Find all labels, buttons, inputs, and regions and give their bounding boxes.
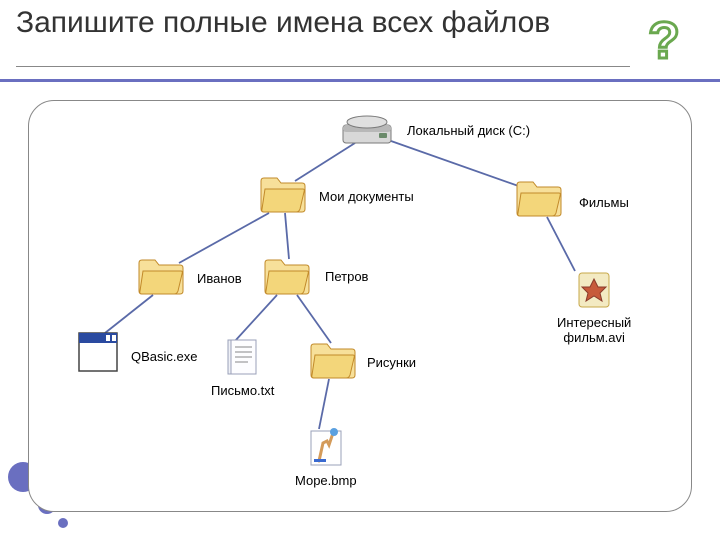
node-label: Иванов — [197, 271, 242, 286]
node-root — [339, 111, 395, 147]
node-label: QBasic.exe — [131, 349, 197, 364]
node-petrov — [263, 257, 311, 297]
node-label: Фильмы — [579, 195, 629, 210]
node-ivanov — [137, 257, 185, 297]
node-letter: Письмо.txt — [211, 337, 274, 398]
diagram-canvas: Локальный диск (C:) Мои документы Фильмы… — [29, 101, 691, 511]
text-file-icon — [222, 337, 264, 379]
label-ivanov: Иванов — [191, 271, 242, 286]
folder-icon — [515, 179, 563, 219]
folder-icon — [137, 257, 185, 297]
label-petrov: Петров — [319, 269, 368, 284]
bitmap-file-icon — [305, 427, 347, 469]
page-title: Запишите полные имена всех файлов — [16, 6, 704, 41]
node-label: Интересный фильм.avi — [557, 315, 631, 345]
node-label: Рисунки — [367, 355, 416, 370]
app-icon — [77, 331, 119, 373]
node-films — [515, 179, 563, 219]
node-movie: Интересный фильм.avi — [557, 269, 631, 345]
label-docs: Мои документы — [313, 189, 414, 204]
label-films: Фильмы — [573, 195, 629, 210]
disk-icon — [339, 111, 395, 147]
decor-bubble — [58, 518, 68, 528]
node-label: Петров — [325, 269, 368, 284]
diagram-frame: Локальный диск (C:) Мои документы Фильмы… — [28, 100, 692, 512]
node-docs — [259, 175, 307, 215]
node-label: Мои документы — [319, 189, 414, 204]
folder-icon — [259, 175, 307, 215]
node-label: Локальный диск (C:) — [407, 123, 530, 138]
label-qbasic: QBasic.exe — [125, 349, 197, 364]
question-mark-icon: ? — [634, 14, 694, 74]
node-label: Письмо.txt — [211, 383, 274, 398]
node-sea: Море.bmp — [295, 427, 357, 488]
title-underline — [16, 66, 630, 67]
node-pics — [309, 341, 357, 381]
node-qbasic — [77, 331, 119, 373]
label-pics: Рисунки — [361, 355, 416, 370]
label-root: Локальный диск (C:) — [401, 123, 530, 138]
folder-icon — [309, 341, 357, 381]
node-label: Море.bmp — [295, 473, 357, 488]
folder-icon — [263, 257, 311, 297]
video-file-icon — [573, 269, 615, 311]
svg-text:?: ? — [648, 14, 680, 70]
